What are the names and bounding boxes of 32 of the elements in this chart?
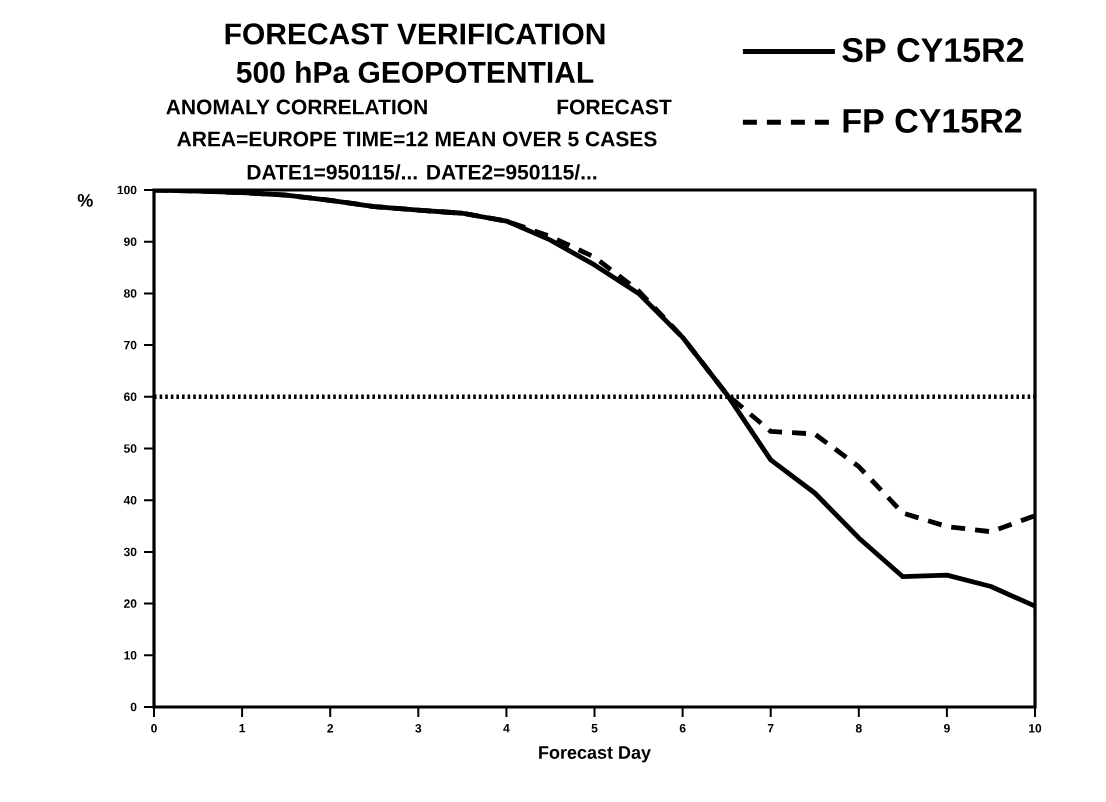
x-tick-label: 6: [679, 724, 686, 733]
y-tick-label: 90: [124, 237, 137, 246]
y-tick-label: 80: [123, 289, 137, 298]
text: DATE1=950115/... DATE2=950115/...: [247, 164, 597, 180]
text: AREA=EUROPE TIME=12 MEAN OVER 5 CASES: [177, 131, 657, 147]
y-tick-label: 70: [124, 340, 137, 350]
y-tick-label: 10: [124, 651, 137, 660]
x-tick-label: 1: [239, 724, 246, 733]
y-tick-label: 60: [124, 392, 137, 402]
legend-label: FP CY15R2: [843, 108, 1022, 133]
x-tick-label: 5: [591, 724, 598, 733]
x-tick-label: 4: [503, 724, 510, 733]
y-tick-label: 20: [124, 599, 137, 608]
y-tick-label: 40: [123, 495, 137, 505]
x-tick-label: 10: [1029, 724, 1042, 733]
text: FORECAST: [557, 99, 672, 115]
x-tick-label: 0: [151, 724, 157, 733]
x-tick-label: 3: [415, 724, 422, 733]
y-tick-label: 0: [130, 702, 137, 712]
chart-title: FORECAST VERIFICATION: [225, 23, 605, 45]
x-axis-title: Forecast Day: [539, 746, 651, 763]
x-tick-label: 9: [943, 724, 950, 733]
x-tick-label: 2: [327, 724, 334, 733]
text: ANOMALY CORRELATION: [166, 99, 427, 115]
y-tick-label: 50: [123, 444, 137, 453]
x-tick-label: 8: [855, 724, 862, 733]
x-tick-label: 7: [767, 724, 774, 733]
chart-subtitle: 500 hPa GEOPOTENTIAL: [236, 60, 594, 83]
y-axis-title: %: [77, 194, 93, 207]
y-tick-label: 30: [123, 547, 137, 557]
legend-label: SP CY15R2: [842, 38, 1024, 63]
y-tick-label: 100: [117, 185, 137, 195]
